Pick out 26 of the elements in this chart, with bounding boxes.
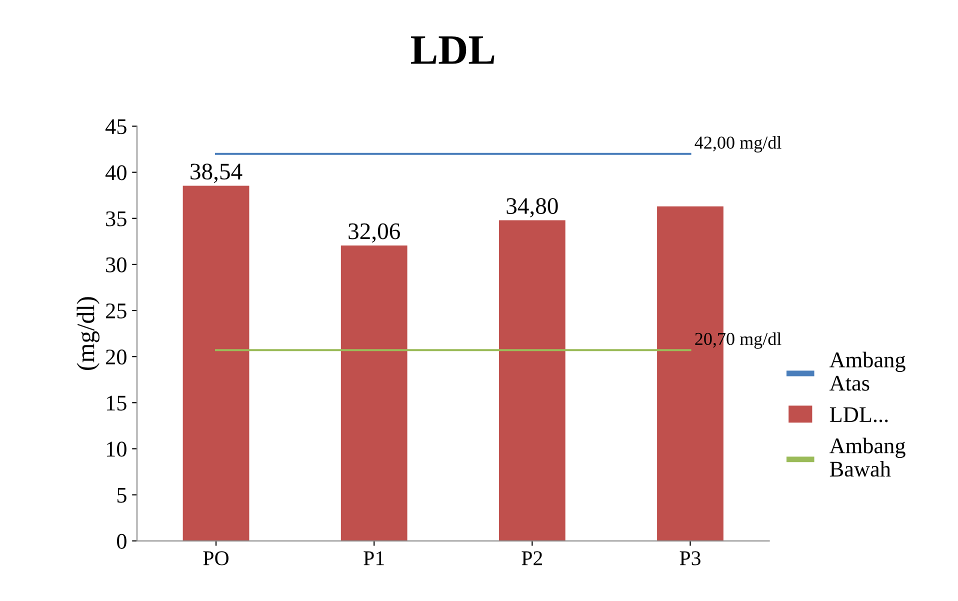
legend-label: LDL... [830,407,888,422]
y-tick-label: 25 [106,304,126,318]
bar [498,220,566,541]
y-tick-label: 30 [106,257,126,272]
data-label: 32,06 [348,223,400,243]
y-tick-label: 15 [107,396,126,411]
data-label: 34,80 [506,198,558,218]
x-tick-label: PO [203,551,228,566]
chart-title: LDL [411,36,494,64]
y-tick-label: 40 [105,165,126,180]
bar [340,245,408,541]
x-tick-label: P2 [522,551,542,566]
x-tick-label: P1 [364,551,384,566]
y-tick-label: 0 [117,534,126,549]
y-tick-label: 5 [117,488,126,503]
data-label: 38,54 [190,164,242,183]
data-label: 42,00 mg/dl [694,136,782,152]
x-tick-label: P3 [680,551,700,566]
y-tick-label: 45 [105,119,126,134]
y-axis-title: (mg/dl) [76,297,100,370]
legend-label: Ambang Atas [829,352,906,391]
legend-label: Ambang Bawah [829,438,906,477]
y-tick-label: 35 [106,211,126,226]
bar [182,186,250,541]
y-tick-label: 10 [107,442,126,457]
y-tick-label: 20 [106,350,126,365]
